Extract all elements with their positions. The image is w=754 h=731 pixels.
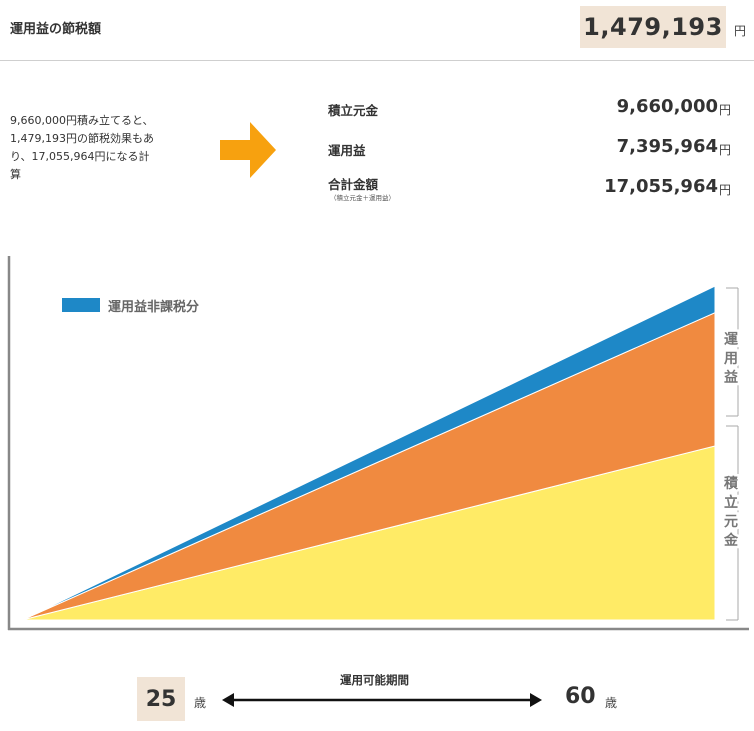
page-title: 運用益の節税額 (10, 22, 102, 37)
header-divider (0, 60, 754, 61)
start-age-unit: 歳 (194, 696, 207, 710)
gain-unit: 円 (719, 143, 732, 157)
growth-area-chart: 運用益非課税分 運用益 積立元金 (7, 256, 749, 631)
tax-savings-unit: 円 (734, 24, 747, 38)
side-label-gain: 運用益 (722, 330, 742, 389)
side-label-principal: 積立元金 (721, 473, 742, 552)
explanation-text: 9,660,000円積み立てると、 1,479,193円の節税効果もあ り、17… (10, 112, 220, 184)
side-label-char: 益 (724, 369, 738, 386)
end-age-unit: 歳 (605, 696, 618, 710)
gain-label: 運用益 (328, 143, 366, 158)
side-label-char: 立 (724, 494, 738, 511)
total-value: 17,055,964 (604, 176, 718, 197)
legend-label: 運用益非課税分 (108, 299, 199, 315)
area-tax-free (21, 285, 716, 621)
total-unit: 円 (719, 183, 732, 197)
explanation-line: 9,660,000円積み立てると、 (10, 114, 154, 127)
principal-label: 積立元金 (328, 103, 379, 118)
right-arrow-icon (220, 122, 276, 178)
period-label: 運用可能期間 (340, 673, 409, 687)
tax-savings-amount-box: 1,479,193 (580, 6, 726, 48)
side-label-char: 金 (723, 532, 739, 549)
side-label-char: 運 (724, 332, 739, 348)
explanation-line: り、17,055,964円になる計 (10, 150, 150, 163)
principal-value: 9,660,000 (616, 96, 718, 117)
legend-swatch (62, 298, 100, 312)
start-age: 25 (145, 686, 177, 712)
side-label-char: 元 (724, 514, 738, 530)
total-label: 合計金額 (328, 177, 379, 192)
total-note: （積立元金＋運用益） (330, 194, 395, 202)
side-label-char: 用 (724, 351, 738, 367)
explanation-line: 算 (10, 168, 21, 181)
end-age: 60 (565, 684, 596, 709)
explanation-line: 1,479,193円の節税効果もあ (10, 132, 154, 145)
principal-unit: 円 (719, 103, 732, 117)
tax-savings-amount: 1,479,193 (583, 13, 723, 41)
double-arrow-icon (222, 693, 542, 707)
gain-value: 7,395,964 (616, 136, 718, 157)
start-age-box: 25 (137, 677, 185, 721)
side-label-char: 積 (723, 475, 739, 492)
